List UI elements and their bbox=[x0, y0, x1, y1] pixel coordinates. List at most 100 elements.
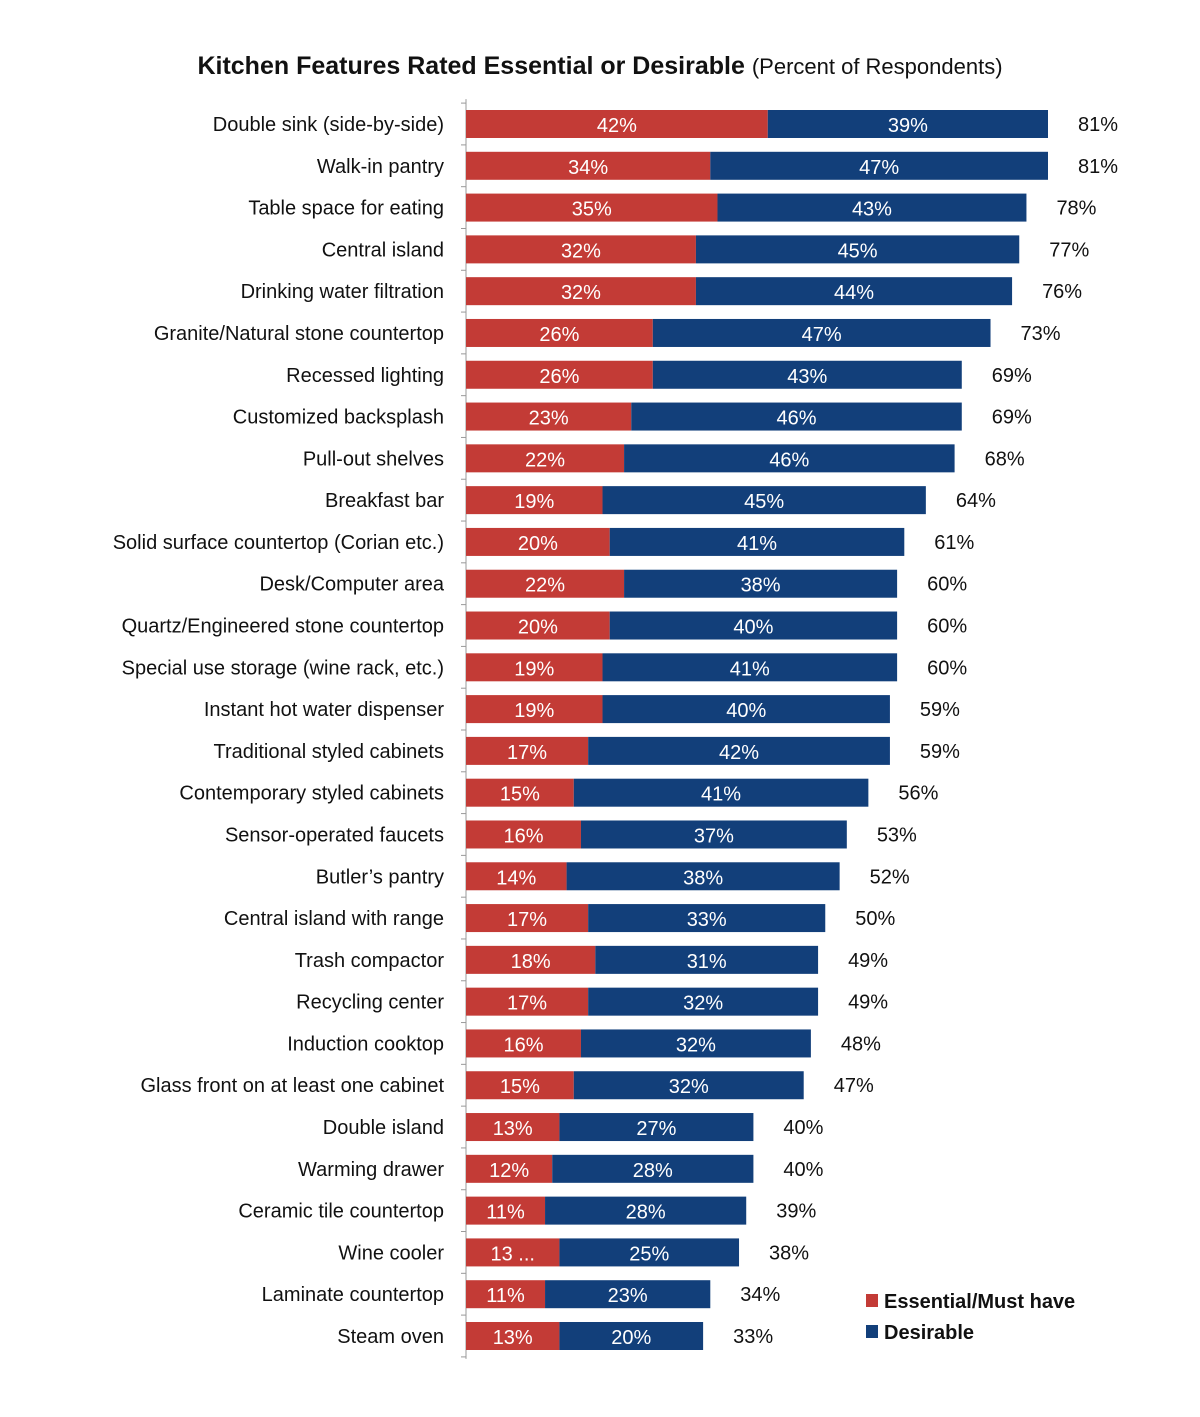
category-label: Double island bbox=[323, 1117, 444, 1139]
bar-desirable bbox=[710, 151, 1048, 180]
data-label: 41% bbox=[701, 784, 741, 806]
data-label: 11% bbox=[486, 1202, 525, 1224]
data-label: 34% bbox=[568, 157, 608, 179]
bar-essential bbox=[466, 402, 632, 431]
bar-desirable bbox=[573, 1071, 804, 1100]
title-subtitle: (Percent of Respondents) bbox=[751, 54, 1003, 79]
total-label: 52% bbox=[870, 866, 910, 888]
data-label: 12% bbox=[489, 1160, 529, 1182]
data-label: 20% bbox=[518, 617, 558, 639]
data-label: 15% bbox=[500, 784, 540, 806]
bar-essential bbox=[466, 193, 718, 222]
total-label: 48% bbox=[841, 1033, 881, 1055]
bar-desirable bbox=[588, 987, 819, 1016]
category-label: Laminate countertop bbox=[262, 1284, 444, 1306]
bar-essential bbox=[466, 1071, 574, 1100]
bar-essential bbox=[466, 235, 696, 264]
bar-essential bbox=[466, 695, 603, 724]
total-label: 49% bbox=[848, 950, 888, 972]
bar-essential bbox=[466, 318, 653, 347]
data-label: 42% bbox=[597, 115, 637, 137]
data-label: 11% bbox=[486, 1285, 525, 1307]
category-label: Warming drawer bbox=[298, 1159, 444, 1181]
data-label: 32% bbox=[561, 282, 601, 304]
bar-essential bbox=[466, 1196, 546, 1225]
bar-desirable bbox=[631, 402, 962, 431]
data-label: 37% bbox=[694, 825, 734, 847]
bar-desirable bbox=[566, 862, 840, 891]
data-label: 19% bbox=[514, 658, 554, 680]
legend-label: Essential/Must have bbox=[884, 1291, 1075, 1313]
category-label: Granite/Natural stone countertop bbox=[154, 323, 444, 345]
bar-essential bbox=[466, 1029, 581, 1058]
data-label: 16% bbox=[503, 1034, 543, 1056]
bar-desirable bbox=[717, 193, 1027, 222]
data-label: 17% bbox=[507, 909, 547, 931]
category-label: Central island bbox=[322, 239, 444, 261]
category-label: Traditional styled cabinets bbox=[214, 741, 445, 763]
bar-desirable bbox=[695, 235, 1020, 264]
bar-essential bbox=[466, 611, 610, 640]
data-label: 44% bbox=[834, 282, 874, 304]
total-label: 39% bbox=[776, 1201, 816, 1223]
category-label: Table space for eating bbox=[248, 198, 444, 220]
bar-essential bbox=[466, 486, 603, 515]
category-label: Solid surface countertop (Corian etc.) bbox=[113, 532, 444, 554]
bar-essential bbox=[466, 569, 625, 598]
bar-essential bbox=[466, 1280, 546, 1309]
data-label: 32% bbox=[683, 993, 723, 1015]
bar-essential bbox=[466, 1113, 560, 1142]
bar-desirable bbox=[602, 486, 926, 515]
total-label: 78% bbox=[1056, 198, 1096, 220]
bar-desirable bbox=[695, 277, 1013, 306]
bar-desirable bbox=[602, 653, 898, 682]
category-label: Breakfast bar bbox=[325, 490, 444, 512]
category-label: Pull-out shelves bbox=[303, 448, 444, 470]
data-label: 17% bbox=[507, 742, 547, 764]
data-label: 32% bbox=[561, 240, 601, 262]
category-label: Recycling center bbox=[296, 992, 444, 1014]
data-label: 38% bbox=[683, 867, 723, 889]
total-label: 34% bbox=[740, 1284, 780, 1306]
data-label: 47% bbox=[802, 324, 842, 346]
total-label: 61% bbox=[934, 532, 974, 554]
bar-desirable bbox=[609, 527, 905, 556]
data-label: 47% bbox=[859, 157, 899, 179]
bar-essential bbox=[466, 1154, 553, 1183]
category-label: Drinking water filtration bbox=[241, 281, 444, 303]
data-label: 28% bbox=[633, 1160, 673, 1182]
bar-desirable bbox=[602, 695, 890, 724]
data-label: 20% bbox=[518, 533, 558, 555]
total-label: 81% bbox=[1078, 156, 1118, 178]
data-label: 16% bbox=[503, 825, 543, 847]
bar-essential bbox=[466, 945, 596, 974]
data-label: 13% bbox=[493, 1327, 533, 1349]
total-label: 40% bbox=[783, 1159, 823, 1181]
data-label: 43% bbox=[787, 366, 827, 388]
bar-essential bbox=[466, 736, 589, 765]
data-label: 20% bbox=[611, 1327, 651, 1349]
bar-essential bbox=[466, 987, 589, 1016]
category-label: Double sink (side-by-side) bbox=[213, 114, 444, 136]
bar-desirable bbox=[624, 569, 898, 598]
chart-title: Kitchen Features Rated Essential or Desi… bbox=[0, 52, 1200, 81]
data-label: 23% bbox=[529, 408, 569, 430]
data-label: 22% bbox=[525, 575, 565, 597]
title-main: Kitchen Features Rated Essential or Desi… bbox=[197, 52, 745, 80]
legend-swatch-essential bbox=[866, 1294, 878, 1307]
total-label: 59% bbox=[920, 699, 960, 721]
bar-desirable bbox=[767, 110, 1048, 138]
category-label: Quartz/Engineered stone countertop bbox=[122, 616, 444, 638]
total-label: 77% bbox=[1049, 239, 1089, 261]
data-label: 40% bbox=[733, 617, 773, 639]
total-label: 59% bbox=[920, 741, 960, 763]
total-label: 69% bbox=[992, 365, 1032, 387]
bar-desirable bbox=[595, 945, 819, 974]
data-label: 46% bbox=[777, 408, 817, 430]
total-label: 76% bbox=[1042, 281, 1082, 303]
bar-desirable bbox=[559, 1238, 740, 1267]
total-label: 60% bbox=[927, 574, 967, 596]
total-label: 73% bbox=[1021, 323, 1061, 345]
data-label: 39% bbox=[888, 115, 928, 137]
